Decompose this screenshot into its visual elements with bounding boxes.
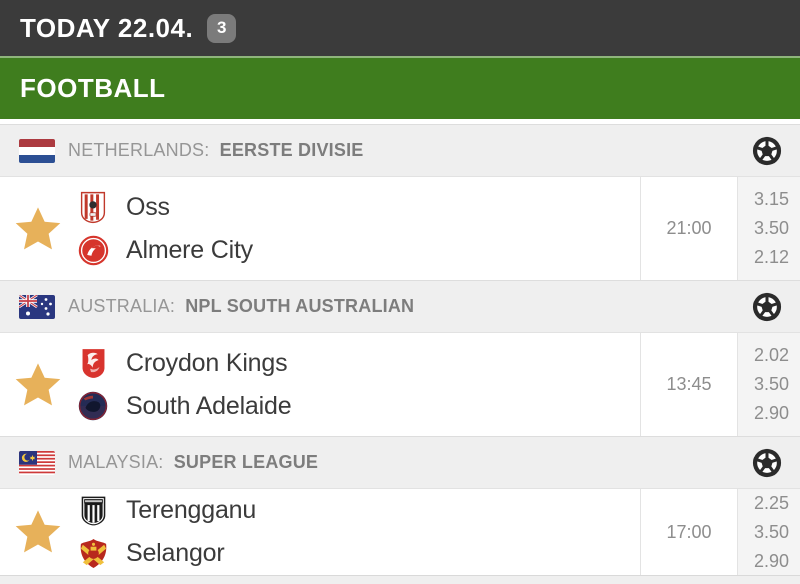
favorite-star-icon[interactable] — [0, 507, 76, 557]
odd-draw: 3.50 — [753, 218, 789, 238]
odds-column[interactable]: 3.15 3.50 2.12 — [737, 177, 800, 280]
away-team-line: Almere City — [76, 232, 253, 269]
odd-away: 2.90 — [753, 403, 789, 423]
league-name: MALAYSIA: SUPER LEAGUE — [68, 452, 318, 473]
odd-away: 2.90 — [753, 550, 789, 571]
teams-block: Terengganu Selangor — [76, 492, 256, 572]
league-header-malaysia[interactable]: MALAYSIA: SUPER LEAGUE — [0, 436, 800, 489]
teams-block: Croydon Kings South Adelaide — [76, 345, 292, 425]
home-team-line: Terengganu — [76, 492, 256, 529]
odds-column[interactable]: 2.25 3.50 2.90 — [737, 489, 800, 575]
teams-block: Oss Almere City — [76, 189, 253, 269]
croydon-kings-logo-icon — [76, 347, 110, 380]
terengganu-logo-icon — [76, 495, 110, 527]
home-team-name: Croydon Kings — [126, 348, 288, 377]
odd-draw: 3.50 — [753, 521, 789, 542]
next-section-edge — [0, 575, 800, 584]
away-team-line: South Adelaide — [76, 388, 292, 425]
netherlands-flag-icon — [19, 138, 55, 163]
match-row-croydon-adelaide[interactable]: Croydon Kings South Adelaide — [0, 333, 800, 436]
match-main-cell: Croydon Kings South Adelaide — [0, 333, 640, 436]
favorite-star-icon[interactable] — [0, 360, 76, 410]
soccer-ball-icon — [752, 448, 782, 478]
selangor-logo-icon — [76, 538, 110, 569]
australia-flag-icon — [19, 294, 55, 319]
malaysia-flag-icon — [19, 450, 55, 475]
home-team-name: Oss — [126, 192, 170, 221]
odd-home: 2.25 — [753, 492, 789, 513]
league-header-netherlands[interactable]: NETHERLANDS: EERSTE DIVISIE — [0, 124, 800, 177]
odd-home: 2.02 — [753, 345, 789, 365]
odd-away: 2.12 — [753, 247, 789, 267]
away-team-name: Almere City — [126, 235, 253, 264]
sport-header: FOOTBALL — [0, 56, 800, 119]
league-name: AUSTRALIA: NPL SOUTH AUSTRALIAN — [68, 296, 414, 317]
soccer-ball-icon — [752, 292, 782, 322]
match-time: 21:00 — [640, 177, 737, 280]
match-time: 13:45 — [640, 333, 737, 436]
oss-logo-icon — [76, 191, 110, 224]
match-row-terengganu-selangor[interactable]: Terengganu Selangor — [0, 489, 800, 575]
league-header-australia[interactable]: AUSTRALIA: NPL SOUTH AUSTRALIAN — [0, 280, 800, 333]
home-team-name: Terengganu — [126, 496, 257, 524]
match-main-cell: Oss Almere City — [0, 177, 640, 280]
country-label: MALAYSIA: — [68, 452, 164, 472]
home-team-line: Croydon Kings — [76, 345, 291, 382]
match-time: 17:00 — [640, 489, 737, 575]
away-team-line: Selangor — [76, 535, 256, 572]
date-selector-bar[interactable]: TODAY 22.04. 3 — [0, 0, 800, 56]
match-count-badge: 3 — [207, 13, 237, 43]
away-team-name: South Adelaide — [126, 391, 292, 420]
match-main-cell: Terengganu Selangor — [0, 489, 640, 575]
league-label: SUPER LEAGUE — [173, 452, 319, 472]
date-title: TODAY 22.04. — [20, 12, 194, 43]
odd-home: 3.15 — [753, 189, 789, 209]
country-label: AUSTRALIA: — [68, 296, 176, 316]
home-team-line: Oss — [76, 189, 253, 226]
match-row-oss-almere[interactable]: Oss Almere City 21:00 3.15 — [0, 177, 800, 280]
favorite-star-icon[interactable] — [0, 204, 76, 254]
odd-draw: 3.50 — [753, 374, 789, 394]
league-label: EERSTE DIVISIE — [219, 140, 364, 160]
country-label: NETHERLANDS: — [68, 140, 210, 160]
almere-city-logo-icon — [76, 235, 110, 266]
sport-title: FOOTBALL — [20, 73, 166, 103]
soccer-ball-icon — [752, 136, 782, 166]
odds-column[interactable]: 2.02 3.50 2.90 — [737, 333, 800, 436]
league-label: NPL SOUTH AUSTRALIAN — [185, 296, 415, 316]
league-name: NETHERLANDS: EERSTE DIVISIE — [68, 140, 363, 161]
away-team-name: Selangor — [126, 539, 225, 567]
spacer — [0, 119, 800, 124]
south-adelaide-logo-icon — [76, 391, 110, 421]
